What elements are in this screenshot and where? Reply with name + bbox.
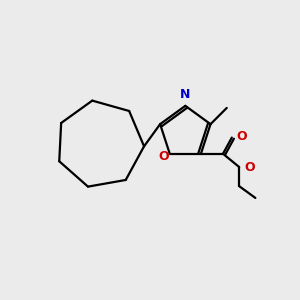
Text: O: O xyxy=(236,130,247,142)
Text: N: N xyxy=(180,88,190,100)
Text: O: O xyxy=(244,160,255,173)
Text: O: O xyxy=(158,150,169,163)
